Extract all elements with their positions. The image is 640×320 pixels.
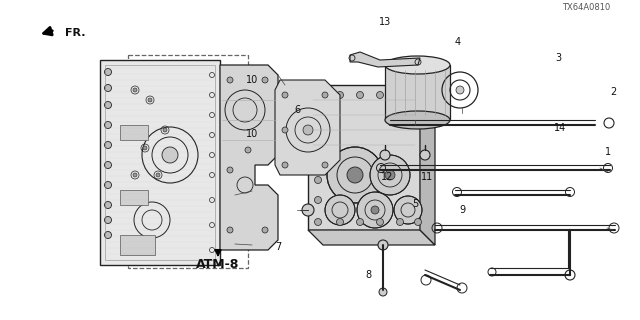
Circle shape xyxy=(314,156,321,164)
Circle shape xyxy=(314,219,321,226)
Circle shape xyxy=(133,173,137,177)
Circle shape xyxy=(314,92,321,99)
Circle shape xyxy=(162,147,178,163)
Circle shape xyxy=(394,196,422,224)
Polygon shape xyxy=(420,85,435,245)
Circle shape xyxy=(337,219,344,226)
Polygon shape xyxy=(275,80,340,175)
Circle shape xyxy=(104,162,111,169)
Circle shape xyxy=(325,195,355,225)
Circle shape xyxy=(104,202,111,209)
Circle shape xyxy=(356,219,364,226)
Polygon shape xyxy=(100,60,220,265)
Text: 3: 3 xyxy=(555,53,561,63)
Circle shape xyxy=(104,122,111,129)
Text: 1: 1 xyxy=(605,147,611,157)
Circle shape xyxy=(397,219,403,226)
Polygon shape xyxy=(385,65,450,120)
Circle shape xyxy=(282,162,288,168)
Circle shape xyxy=(303,125,313,135)
Text: 13: 13 xyxy=(379,17,391,27)
Circle shape xyxy=(385,170,395,180)
Circle shape xyxy=(327,147,383,203)
Polygon shape xyxy=(308,85,420,230)
Polygon shape xyxy=(308,230,435,245)
Circle shape xyxy=(378,240,388,250)
Circle shape xyxy=(380,150,390,160)
Text: 9: 9 xyxy=(459,205,465,215)
Ellipse shape xyxy=(385,111,450,129)
Text: 6: 6 xyxy=(294,105,300,115)
Circle shape xyxy=(357,192,393,228)
Circle shape xyxy=(282,127,288,133)
Text: FR.: FR. xyxy=(65,28,86,38)
Circle shape xyxy=(104,84,111,92)
Ellipse shape xyxy=(385,56,450,74)
Circle shape xyxy=(104,217,111,223)
Text: ATM-8: ATM-8 xyxy=(196,259,240,271)
Polygon shape xyxy=(220,65,278,250)
Circle shape xyxy=(397,92,403,99)
Circle shape xyxy=(104,101,111,108)
Circle shape xyxy=(227,77,233,83)
Circle shape xyxy=(420,150,430,160)
Text: 11: 11 xyxy=(421,172,433,182)
Circle shape xyxy=(356,92,364,99)
Circle shape xyxy=(370,155,410,195)
Circle shape xyxy=(456,86,464,94)
Circle shape xyxy=(379,288,387,296)
Circle shape xyxy=(227,227,233,233)
Circle shape xyxy=(337,92,344,99)
Circle shape xyxy=(148,98,152,102)
Circle shape xyxy=(262,77,268,83)
Circle shape xyxy=(245,147,251,153)
Circle shape xyxy=(314,177,321,183)
Text: 8: 8 xyxy=(365,270,371,280)
Polygon shape xyxy=(350,52,420,67)
Text: 10: 10 xyxy=(246,75,258,85)
Circle shape xyxy=(163,128,167,132)
Circle shape xyxy=(156,173,160,177)
Text: 14: 14 xyxy=(554,123,566,133)
Circle shape xyxy=(262,227,268,233)
Circle shape xyxy=(133,88,137,92)
Circle shape xyxy=(415,92,422,99)
Text: 4: 4 xyxy=(455,37,461,47)
Circle shape xyxy=(376,219,383,226)
Text: 7: 7 xyxy=(275,242,281,252)
Circle shape xyxy=(376,92,383,99)
Circle shape xyxy=(104,231,111,238)
Circle shape xyxy=(104,141,111,148)
Circle shape xyxy=(415,219,422,226)
Circle shape xyxy=(302,204,314,216)
Circle shape xyxy=(104,68,111,76)
Circle shape xyxy=(314,196,321,204)
Circle shape xyxy=(371,206,379,214)
Circle shape xyxy=(282,92,288,98)
Polygon shape xyxy=(120,190,148,205)
Circle shape xyxy=(322,162,328,168)
Text: 2: 2 xyxy=(610,87,616,97)
Circle shape xyxy=(143,146,147,150)
Text: 12: 12 xyxy=(381,172,393,182)
Text: 5: 5 xyxy=(412,199,418,209)
Circle shape xyxy=(347,167,363,183)
Circle shape xyxy=(104,181,111,188)
Polygon shape xyxy=(120,125,148,140)
Circle shape xyxy=(227,167,233,173)
Polygon shape xyxy=(120,235,155,255)
Circle shape xyxy=(314,137,321,143)
Circle shape xyxy=(322,92,328,98)
Text: 10: 10 xyxy=(246,129,258,139)
Text: TX64A0810: TX64A0810 xyxy=(562,3,610,12)
